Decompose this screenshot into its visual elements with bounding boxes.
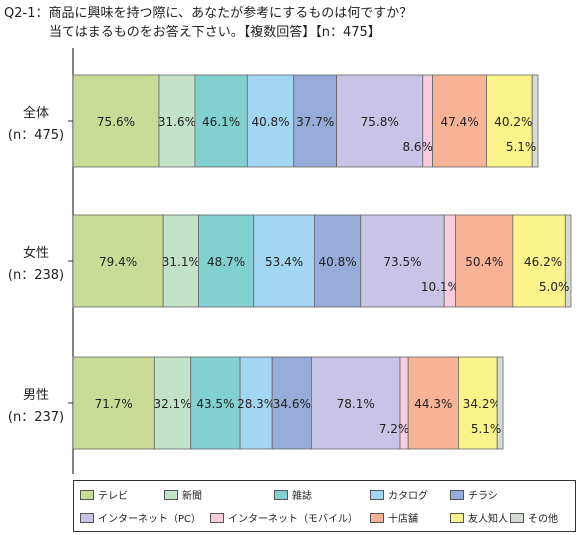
bar-segment [72, 356, 155, 450]
legend-swatch [450, 512, 464, 523]
data-label: 34.2% [463, 397, 501, 411]
bar-segment [455, 214, 514, 308]
category-label: 全体 [23, 105, 49, 121]
legend-item: チラシ [450, 487, 498, 502]
legend-label: カタログ [388, 491, 428, 502]
data-label: 40.8% [251, 115, 289, 129]
data-label: 71.7% [95, 397, 133, 411]
data-label: 78.1% [337, 397, 375, 411]
legend-label: インターネット（PC） [98, 514, 202, 525]
category-label: (n：475) [8, 128, 64, 143]
legend-swatch [510, 512, 524, 523]
data-label: 46.1% [202, 115, 240, 129]
legend-label: 友人知人 [468, 514, 508, 525]
chart-legend: テレビ 新聞 雑誌 カタログ チラシインターネット（PC） インターネット（モバイル） 十店… [73, 480, 576, 532]
bar-segment [407, 356, 459, 450]
data-label: 46.2% [524, 255, 562, 269]
legend-label: 十店舗 [388, 514, 418, 525]
legend-item: テレビ [80, 487, 128, 502]
legend-swatch [210, 512, 224, 523]
chart-title-line1: Q2-1：商品に興味を持つ際に、あなたが参考にするものは何ですか？ [4, 6, 413, 21]
data-label: 5.1% [471, 422, 502, 436]
bar-segment [311, 356, 401, 450]
data-label: 32.1% [153, 397, 191, 411]
legend-label: 雑誌 [292, 491, 312, 502]
category-label: (n：237) [8, 410, 64, 425]
bar-segment [531, 74, 539, 168]
data-label: 75.6% [97, 115, 135, 129]
legend-swatch [80, 489, 94, 500]
category-label: 女性 [23, 245, 49, 261]
legend-item: 雑誌 [274, 487, 312, 502]
data-label: 28.3% [237, 397, 275, 411]
data-label: 10.1% [421, 280, 459, 294]
legend-label: その他 [528, 514, 558, 525]
data-label: 43.5% [196, 397, 234, 411]
data-label: 7.2% [379, 422, 410, 436]
bar-segment [190, 356, 241, 450]
data-label: 50.4% [465, 255, 503, 269]
data-label: 31.6% [158, 115, 196, 129]
data-label: 5.1% [506, 140, 537, 154]
legend-swatch [450, 489, 464, 500]
legend-item: 新聞 [164, 487, 202, 502]
data-label: 73.5% [383, 255, 421, 269]
category-label: (n：238) [8, 268, 64, 283]
data-label: 5.0% [539, 280, 570, 294]
stacked-bar-chart: 全体 (n：475) 75.6% 31.6% 46.1% 40.8% 37.7% 75.8%8… [8, 48, 572, 474]
bar-segment [313, 214, 362, 308]
legend-swatch [80, 512, 94, 523]
bar-segment [253, 214, 315, 308]
legend-label: テレビ [98, 491, 128, 502]
bar-segment [360, 214, 445, 308]
data-label: 44.3% [414, 397, 452, 411]
bar-segment [512, 214, 566, 308]
legend-label: 新聞 [182, 491, 202, 502]
data-label: 40.8% [318, 255, 356, 269]
bar-segment [72, 214, 164, 308]
bar-segment [239, 356, 273, 450]
category-label: 男性 [23, 388, 49, 403]
data-label: 48.7% [207, 255, 245, 269]
legend-swatch [164, 489, 178, 500]
bar-segment [458, 356, 498, 450]
data-label: 8.6% [402, 140, 433, 154]
legend-item: 友人知人 [450, 510, 508, 525]
bar-segment [158, 74, 196, 168]
bar-segment [564, 214, 572, 308]
bar-segment [153, 356, 192, 450]
data-label: 31.1% [162, 255, 200, 269]
data-label: 40.2% [494, 115, 532, 129]
chart-title-line2: 当てはまるものをお答え下さい。【複数回答】【n：475】 [49, 25, 381, 40]
legend-item: インターネット（モバイル） [210, 510, 358, 525]
legend-swatch [274, 489, 288, 500]
data-label: 34.6% [273, 397, 311, 411]
legend-swatch [370, 489, 384, 500]
legend-item: 十店舗 [370, 510, 418, 525]
legend-item: その他 [510, 510, 558, 525]
bar-segment [162, 214, 199, 308]
data-label: 75.8% [361, 115, 399, 129]
bar-segment [271, 356, 312, 450]
bar-segment [293, 74, 338, 168]
bar-segment [72, 74, 160, 168]
legend-item: カタログ [370, 487, 428, 502]
legend-label: チラシ [468, 491, 498, 502]
legend-swatch [370, 512, 384, 523]
data-label: 37.7% [296, 115, 334, 129]
bar-segment [198, 214, 255, 308]
bar-segment [496, 356, 504, 450]
data-label: 53.4% [265, 255, 303, 269]
data-label: 79.4% [99, 255, 137, 269]
legend-label: インターネット（モバイル） [228, 514, 358, 525]
data-label: 47.4% [440, 115, 478, 129]
legend-item: インターネット（PC） [80, 510, 201, 525]
